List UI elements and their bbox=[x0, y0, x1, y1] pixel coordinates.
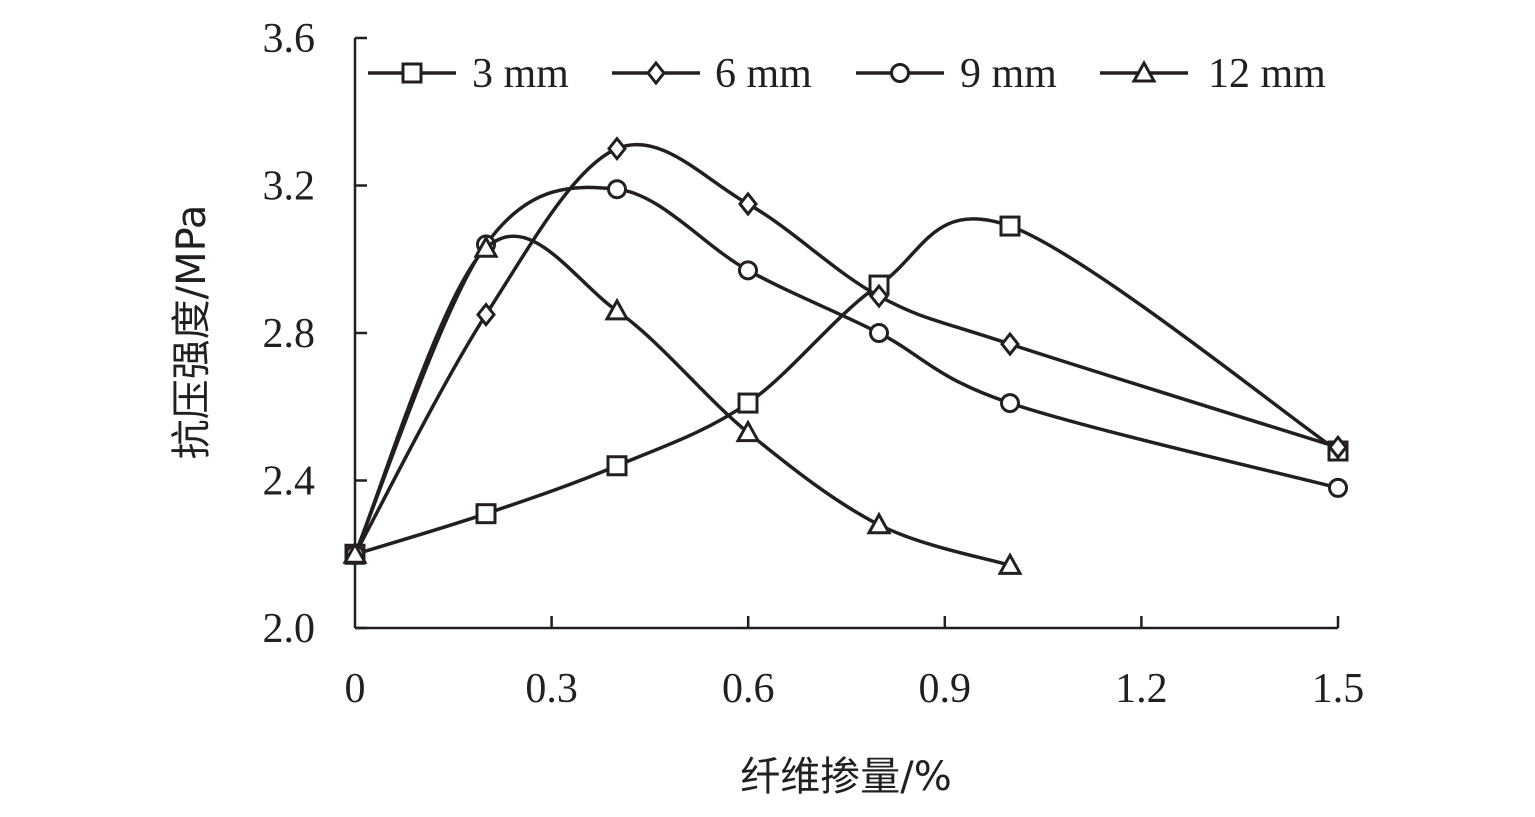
series-group bbox=[342, 136, 1349, 575]
legend-label: 9 mm bbox=[960, 51, 1057, 97]
y-tick-label: 2.8 bbox=[263, 311, 316, 357]
legend-marker bbox=[646, 60, 666, 86]
series-line bbox=[354, 217, 1339, 556]
x-tick-label: 0.6 bbox=[722, 666, 775, 712]
x-axis-label: 纤维掺量/% bbox=[740, 754, 951, 800]
legend-label: 6 mm bbox=[715, 51, 812, 97]
x-tick-label: 1.2 bbox=[1115, 666, 1168, 712]
series-line bbox=[353, 234, 1011, 567]
legend-label: 3 mm bbox=[472, 51, 569, 97]
data-point bbox=[869, 323, 889, 343]
legend-marker bbox=[401, 62, 423, 84]
y-axis-label: 抗压强度/MPa bbox=[169, 205, 215, 460]
data-point bbox=[606, 455, 628, 477]
x-tick-label: 0.9 bbox=[919, 666, 972, 712]
series-12-mm bbox=[342, 234, 1023, 575]
data-point bbox=[1328, 477, 1348, 498]
y-tick-label: 3.6 bbox=[263, 16, 316, 62]
legend-marker bbox=[1131, 59, 1157, 83]
data-point bbox=[738, 260, 758, 281]
x-tick-label: 0.3 bbox=[525, 666, 578, 712]
x-axis-ticks: 0 0.3 0.6 0.9 1.2 1.5 bbox=[345, 616, 1365, 712]
legend-label: 12 mm bbox=[1208, 51, 1326, 97]
y-axis-ticks: 2.0 2.4 2.8 3.2 3.6 bbox=[263, 16, 367, 652]
data-point bbox=[604, 297, 630, 321]
data-point bbox=[869, 283, 889, 309]
data-point bbox=[473, 235, 499, 258]
series-line bbox=[353, 185, 1339, 555]
axes bbox=[353, 38, 1338, 630]
legend: 3 mm 6 mm 9 mm 12 mm bbox=[368, 51, 1326, 97]
data-point bbox=[1328, 434, 1348, 460]
data-point bbox=[997, 552, 1023, 575]
data-point bbox=[999, 215, 1021, 237]
data-point bbox=[737, 392, 759, 414]
data-point bbox=[1000, 331, 1020, 357]
data-point bbox=[342, 541, 368, 564]
data-point bbox=[866, 511, 892, 535]
data-point bbox=[476, 302, 496, 327]
data-point bbox=[1000, 393, 1020, 414]
y-tick-label: 3.2 bbox=[263, 164, 316, 210]
series-line bbox=[353, 142, 1339, 556]
legend-marker bbox=[890, 63, 910, 83]
data-point bbox=[735, 419, 761, 443]
data-point bbox=[607, 179, 627, 200]
series-3-mm bbox=[344, 215, 1349, 565]
y-tick-label: 2.4 bbox=[263, 459, 316, 505]
data-point bbox=[475, 503, 497, 525]
data-point bbox=[607, 136, 627, 162]
x-tick-label: 1.5 bbox=[1312, 666, 1365, 712]
data-point bbox=[738, 191, 758, 217]
series-6-mm bbox=[345, 136, 1348, 567]
y-tick-label: 2.0 bbox=[263, 606, 316, 652]
x-tick-label: 0 bbox=[345, 666, 366, 712]
